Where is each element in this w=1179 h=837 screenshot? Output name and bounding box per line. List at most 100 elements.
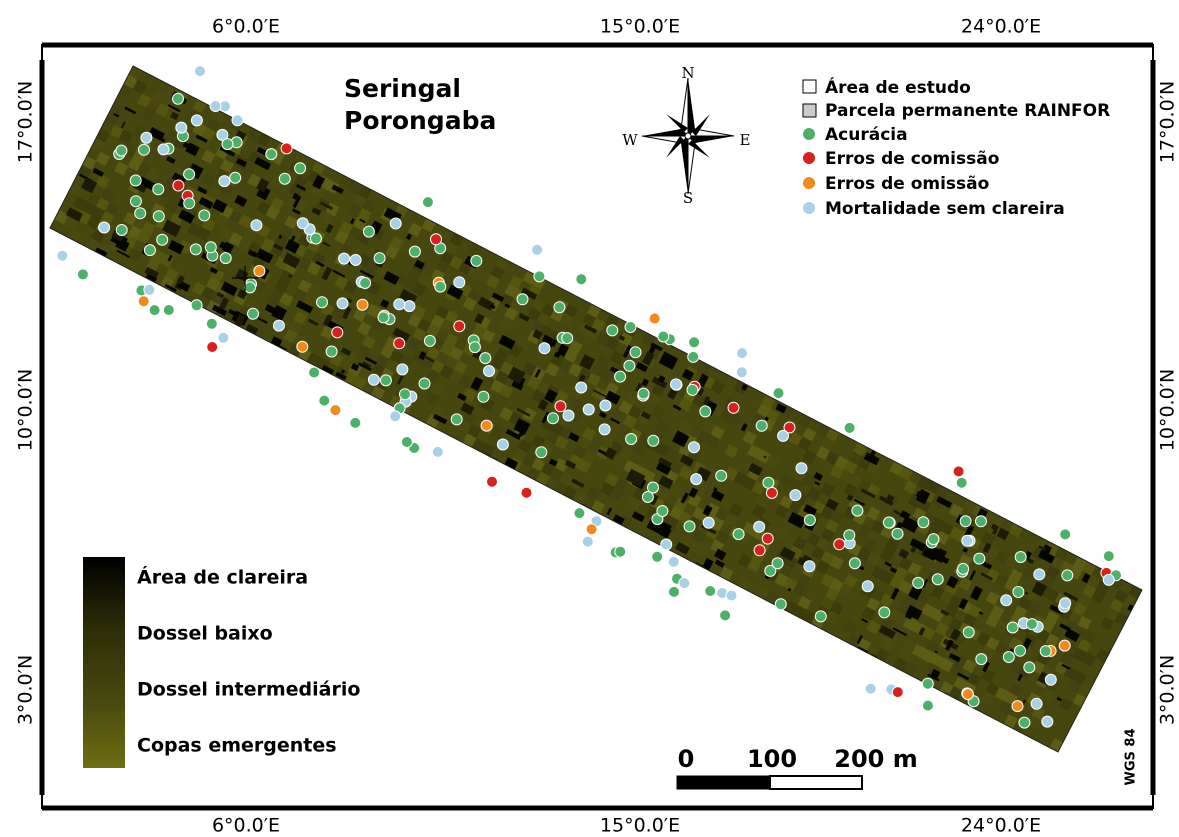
sample-point: [582, 536, 593, 547]
legend-label: Erros de omissão: [825, 174, 989, 194]
sample-point: [720, 610, 731, 621]
scale-bar-white: [770, 776, 862, 789]
sample-point: [57, 250, 68, 261]
sample-point: [139, 144, 150, 155]
sample-point: [649, 313, 660, 324]
sample-point: [357, 299, 368, 310]
sample-point: [599, 424, 610, 435]
lon-label: 15°0.0′E: [600, 815, 680, 837]
sample-point: [144, 284, 155, 295]
sample-point: [849, 558, 860, 569]
sample-point: [625, 322, 636, 333]
lat-label: 17°0.0′N: [1157, 81, 1179, 163]
sample-point: [319, 395, 330, 406]
compass-s: S: [683, 189, 693, 207]
compass-e: E: [740, 131, 751, 149]
sample-point: [480, 353, 491, 364]
lon-label: 6°0.0′E: [212, 815, 280, 837]
sample-point: [963, 627, 974, 638]
scale-label: 100: [747, 745, 797, 773]
sample-point: [555, 401, 566, 412]
sample-point: [796, 463, 807, 474]
sample-point: [652, 551, 663, 562]
sample-point: [671, 379, 682, 390]
lat-label: 3°0.0′N: [1157, 655, 1179, 725]
sample-point: [804, 515, 815, 526]
datum: WGS 84: [1124, 729, 1139, 786]
sample-point: [409, 246, 420, 257]
sample-point: [737, 348, 748, 359]
sample-point: [679, 578, 690, 589]
sample-point: [834, 539, 845, 550]
sample-point: [661, 539, 672, 550]
sample-point: [374, 253, 385, 264]
sample-point: [638, 388, 649, 399]
sample-point: [879, 607, 890, 618]
sample-point: [368, 374, 379, 385]
sample-point: [484, 366, 495, 377]
sample-point: [534, 271, 545, 282]
sample-point: [419, 378, 430, 389]
sample-point: [478, 391, 489, 402]
sample-point: [380, 375, 391, 386]
sample-point: [733, 529, 744, 540]
sample-point: [326, 346, 337, 357]
sample-point: [1103, 551, 1114, 562]
sample-point: [974, 553, 985, 564]
sample-point: [176, 122, 187, 133]
sample-point: [583, 404, 594, 415]
sample-point: [454, 321, 465, 332]
sample-point: [266, 149, 277, 160]
sample-point: [815, 611, 826, 622]
sample-point: [184, 169, 195, 180]
sample-point: [691, 474, 702, 485]
sample-point: [360, 278, 371, 289]
sample-point: [773, 388, 784, 399]
canopy-label: Dossel baixo: [137, 623, 273, 645]
sample-point: [976, 654, 987, 665]
sample-point: [1012, 701, 1023, 712]
sample-point: [219, 176, 230, 187]
sample-point: [536, 447, 547, 458]
sample-point: [144, 245, 155, 256]
sample-point: [116, 225, 127, 236]
sample-point: [207, 342, 218, 353]
sample-point: [669, 586, 680, 597]
sample-point: [163, 305, 174, 316]
sample-point: [1013, 587, 1024, 598]
sample-point: [922, 700, 933, 711]
legend-label: Acurácia: [825, 125, 908, 145]
sample-point: [687, 384, 698, 395]
sample-point: [790, 490, 801, 501]
sample-point: [705, 586, 716, 597]
sample-point: [232, 115, 243, 126]
sample-point: [548, 413, 559, 424]
sample-point: [754, 521, 765, 532]
sample-point: [576, 382, 587, 393]
compass-n: N: [681, 64, 694, 82]
sample-point: [210, 101, 221, 112]
sample-point: [1003, 652, 1014, 663]
lat-label: 10°0.0′N: [1157, 369, 1179, 451]
sample-point: [191, 115, 202, 126]
sample-point: [862, 581, 873, 592]
sample-point: [297, 341, 308, 352]
sample-point: [281, 143, 292, 154]
sample-point: [279, 173, 290, 184]
sample-point: [532, 244, 543, 255]
sample-point: [689, 442, 700, 453]
lon-label: 24°0.0′E: [961, 16, 1041, 38]
canopy-label: Copas emergentes: [137, 735, 337, 757]
lat-label: 10°0.0′N: [15, 369, 37, 451]
sample-point: [754, 545, 765, 556]
sample-point: [922, 678, 933, 689]
lon-label: 6°0.0′E: [212, 16, 280, 38]
sample-point: [99, 222, 110, 233]
sample-point: [184, 198, 195, 209]
sample-point: [586, 524, 597, 535]
canopy-label: Área de clareira: [137, 566, 308, 589]
sample-point: [206, 318, 217, 329]
sample-point: [1040, 646, 1051, 657]
sample-point: [962, 535, 973, 546]
sample-point: [976, 516, 987, 527]
